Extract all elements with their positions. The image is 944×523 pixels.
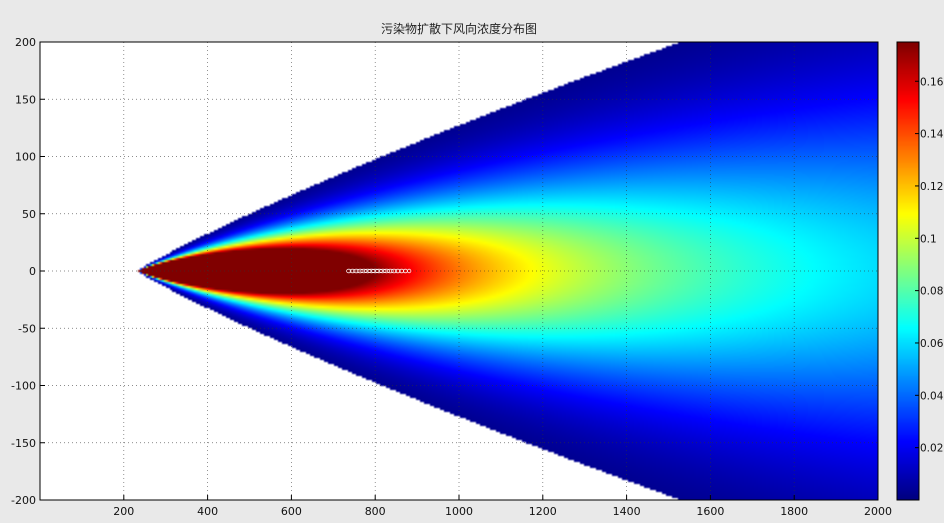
- x-tick-label: 200: [113, 505, 134, 518]
- peak-contour-marker: [349, 268, 356, 274]
- grid-lines: [40, 42, 878, 500]
- peak-contour-marker: [353, 268, 360, 274]
- colorbar-tick-label: 0.04: [920, 390, 944, 402]
- x-tick-label: 1400: [613, 505, 641, 518]
- peak-markers: [346, 268, 412, 274]
- peak-contour-marker: [378, 268, 387, 274]
- x-axis: 200 400 600 800 1000 1200 1400 1600 1800 2000: [113, 495, 892, 518]
- colorbar-tick-label: 0.02: [920, 443, 943, 455]
- colorbar-tick-label: 0.08: [920, 286, 943, 298]
- colorbar-tick-label: 0.1: [920, 233, 937, 245]
- peak-contour-marker: [394, 268, 401, 274]
- x-tick-label: 1800: [780, 505, 808, 518]
- peak-contour-marker: [374, 268, 384, 274]
- y-tick-label: -150: [11, 437, 36, 450]
- y-tick-label: 200: [15, 36, 36, 49]
- y-tick-label: 100: [15, 151, 36, 164]
- peak-contour-marker: [356, 268, 364, 274]
- y-tick-label: 50: [22, 208, 36, 221]
- x-tick-label: 1000: [445, 505, 473, 518]
- peak-contour-marker: [360, 268, 368, 274]
- y-tick-label: -200: [11, 494, 36, 507]
- colorbar: 0.02 0.04 0.06 0.08 0.1 0.12 0.14 0.16: [896, 41, 944, 501]
- peak-contour-marker: [382, 268, 391, 274]
- y-axis: 200 150 100 50 0 -50 -100 -150 -200: [11, 36, 45, 507]
- colorbar-tick-label: 0.12: [920, 181, 943, 193]
- x-tick-label: 1600: [696, 505, 724, 518]
- x-tick-label: 400: [197, 505, 218, 518]
- peak-contour-marker: [398, 268, 405, 274]
- x-tick-label: 2000: [864, 505, 892, 518]
- x-tick-label: 1200: [529, 505, 557, 518]
- y-tick-label: 150: [15, 93, 36, 106]
- y-tick-label: 0: [29, 265, 36, 278]
- x-tick-label: 600: [281, 505, 302, 518]
- x-tick-label: 800: [365, 505, 386, 518]
- colorbar-tick-label: 0.16: [920, 76, 944, 88]
- peak-contour-marker: [390, 268, 398, 274]
- colorbar-tick-label: 0.06: [920, 338, 944, 350]
- plot-area: [39, 41, 879, 501]
- colorbar-frame: [896, 41, 920, 501]
- y-tick-label: -50: [18, 322, 36, 335]
- colorbar-tick-label: 0.14: [920, 129, 944, 141]
- peak-contour-marker: [406, 268, 412, 274]
- colorbar-ticks: 0.02 0.04 0.06 0.08 0.1 0.12 0.14 0.16: [915, 76, 944, 455]
- colorbar-gradient: [897, 42, 919, 500]
- peak-contour-marker: [386, 268, 394, 274]
- peak-contour-marker: [346, 268, 352, 274]
- chart-title: 污染物扩散下风向浓度分布图: [381, 21, 537, 36]
- y-tick-label: -100: [11, 380, 36, 393]
